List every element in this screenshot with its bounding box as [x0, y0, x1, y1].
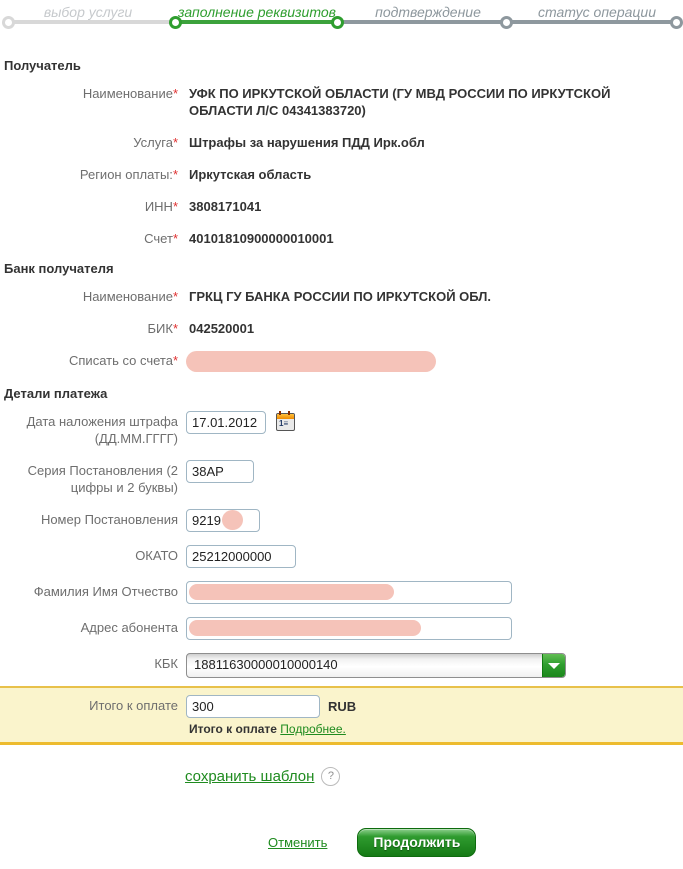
field-row-total: Итого к оплате RUB [0, 695, 683, 718]
save-template-row: сохранить шаблон ? [185, 767, 683, 786]
field-label: Услуга [133, 135, 173, 150]
total-note-label: Итого к оплате [189, 722, 277, 736]
kbk-dropdown-button[interactable] [542, 654, 565, 677]
required-asterisk: * [172, 321, 178, 336]
field-label: Фамилия Имя Отчество [33, 584, 178, 599]
field-value-inn: 3808171041 [189, 199, 262, 214]
field-row-kbk: КБК 18811630000010000140 [0, 653, 683, 678]
kbk-selected-value: 18811630000010000140 [194, 657, 338, 672]
address-redaction [189, 620, 421, 636]
section-title-recipient: Получатель [4, 58, 81, 73]
field-row-fine-date: Дата наложения штрафа (ДД.ММ.ГГГГ) 1≡ [0, 411, 683, 447]
help-icon[interactable]: ? [321, 767, 341, 786]
continue-button[interactable]: Продолжить [357, 828, 477, 857]
field-label: Дата наложения штрафа (ДД.ММ.ГГГГ) [26, 414, 178, 446]
section-title-payment-details: Детали платежа [4, 386, 108, 401]
step-line-2 [175, 20, 337, 24]
required-asterisk: * [172, 86, 178, 101]
field-row-service: Услуга* Штрафы за нарушения ПДД Ирк.обл [0, 132, 683, 151]
field-label: Серия Постановления (2 цифры и 2 буквы) [27, 463, 178, 495]
field-row-inn: ИНН* 3808171041 [0, 196, 683, 215]
field-label: Счет [144, 231, 173, 246]
field-row-region: Регион оплаты:* Иркутская область [0, 164, 683, 183]
field-row-full-name: Фамилия Имя Отчество [0, 581, 683, 604]
section-title-bank: Банк получателя [4, 261, 114, 276]
required-asterisk: * [172, 167, 178, 182]
field-row-bank-name: Наименование* ГРКЦ ГУ БАНКА РОССИИ ПО ИР… [0, 286, 683, 305]
required-asterisk: * [172, 289, 178, 304]
fine-date-input[interactable] [186, 411, 266, 434]
chevron-down-icon [548, 663, 560, 669]
field-row-recipient-name: Наименование* УФК ПО ИРКУТСКОЙ ОБЛАСТИ (… [0, 83, 683, 119]
field-label: Адрес абонента [80, 620, 178, 635]
step-dot-4 [500, 16, 513, 29]
required-asterisk: * [172, 199, 178, 214]
required-asterisk: * [172, 231, 178, 246]
cancel-link[interactable]: Отменить [268, 835, 328, 850]
field-label: Наименование [82, 86, 173, 101]
details-link[interactable]: Подробнее. [280, 722, 346, 736]
resolution-number-redaction [222, 510, 243, 530]
okato-input[interactable] [186, 545, 296, 568]
total-box: Итого к оплате RUB Итого к оплате Подроб… [0, 686, 683, 745]
step-line-3 [337, 20, 506, 24]
form-actions: Отменить Продолжить [268, 828, 683, 869]
calendar-icon[interactable]: 1≡ [276, 411, 295, 431]
step-label-fill-details: заполнение реквизитов [178, 4, 336, 20]
field-label: Регион оплаты: [79, 167, 173, 182]
field-label: БИК [147, 321, 173, 336]
step-dot-3 [331, 16, 344, 29]
field-row-debit-account: Списать со счета* [0, 350, 683, 372]
step-line-1 [8, 20, 175, 24]
progress-stepper: выбор услуги заполнение реквизитов подтв… [0, 0, 683, 44]
required-asterisk: * [172, 353, 178, 368]
debit-account-redaction[interactable] [186, 351, 436, 372]
full-name-redaction [189, 584, 394, 600]
field-value-recipient-name: УФК ПО ИРКУТСКОЙ ОБЛАСТИ (ГУ МВД РОССИИ … [189, 86, 611, 118]
field-row-bik: БИК* 042520001 [0, 318, 683, 337]
field-label: Итого к оплате [89, 698, 178, 713]
save-template-link[interactable]: сохранить шаблон [185, 768, 315, 785]
kbk-select[interactable]: 18811630000010000140 [186, 653, 566, 678]
field-label: КБК [154, 656, 178, 671]
field-row-resolution-number: Номер Постановления [0, 509, 683, 532]
total-amount-input[interactable] [186, 695, 320, 718]
field-row-address: Адрес абонента [0, 617, 683, 640]
field-label: Списать со счета [69, 353, 173, 368]
step-dot-5 [670, 16, 683, 29]
field-value-region: Иркутская область [189, 167, 312, 182]
field-label: Номер Постановления [40, 512, 178, 527]
step-label-confirmation: подтверждение [375, 4, 481, 20]
step-dot-2 [169, 16, 182, 29]
field-row-resolution-series: Серия Постановления (2 цифры и 2 буквы) [0, 460, 683, 496]
required-asterisk: * [172, 135, 178, 150]
field-value-bik: 042520001 [189, 321, 255, 336]
field-value-account: 40101810900000010001 [189, 231, 334, 246]
field-value-service: Штрафы за нарушения ПДД Ирк.обл [189, 135, 425, 150]
field-value-bank-name: ГРКЦ ГУ БАНКА РОССИИ ПО ИРКУТСКОЙ ОБЛ. [189, 289, 492, 304]
field-label: ОКАТО [135, 548, 178, 563]
step-line-4 [506, 20, 676, 24]
currency-label: RUB [328, 699, 357, 714]
step-label-operation-status: статус операции [538, 4, 656, 20]
field-row-account: Счет* 40101810900000010001 [0, 228, 683, 247]
field-label: ИНН [144, 199, 173, 214]
step-label-service-choice: выбор услуги [43, 4, 133, 20]
field-label: Наименование [82, 289, 173, 304]
field-row-okato: ОКАТО [0, 545, 683, 568]
step-dot-1 [2, 16, 15, 29]
resolution-series-input[interactable] [186, 460, 254, 483]
